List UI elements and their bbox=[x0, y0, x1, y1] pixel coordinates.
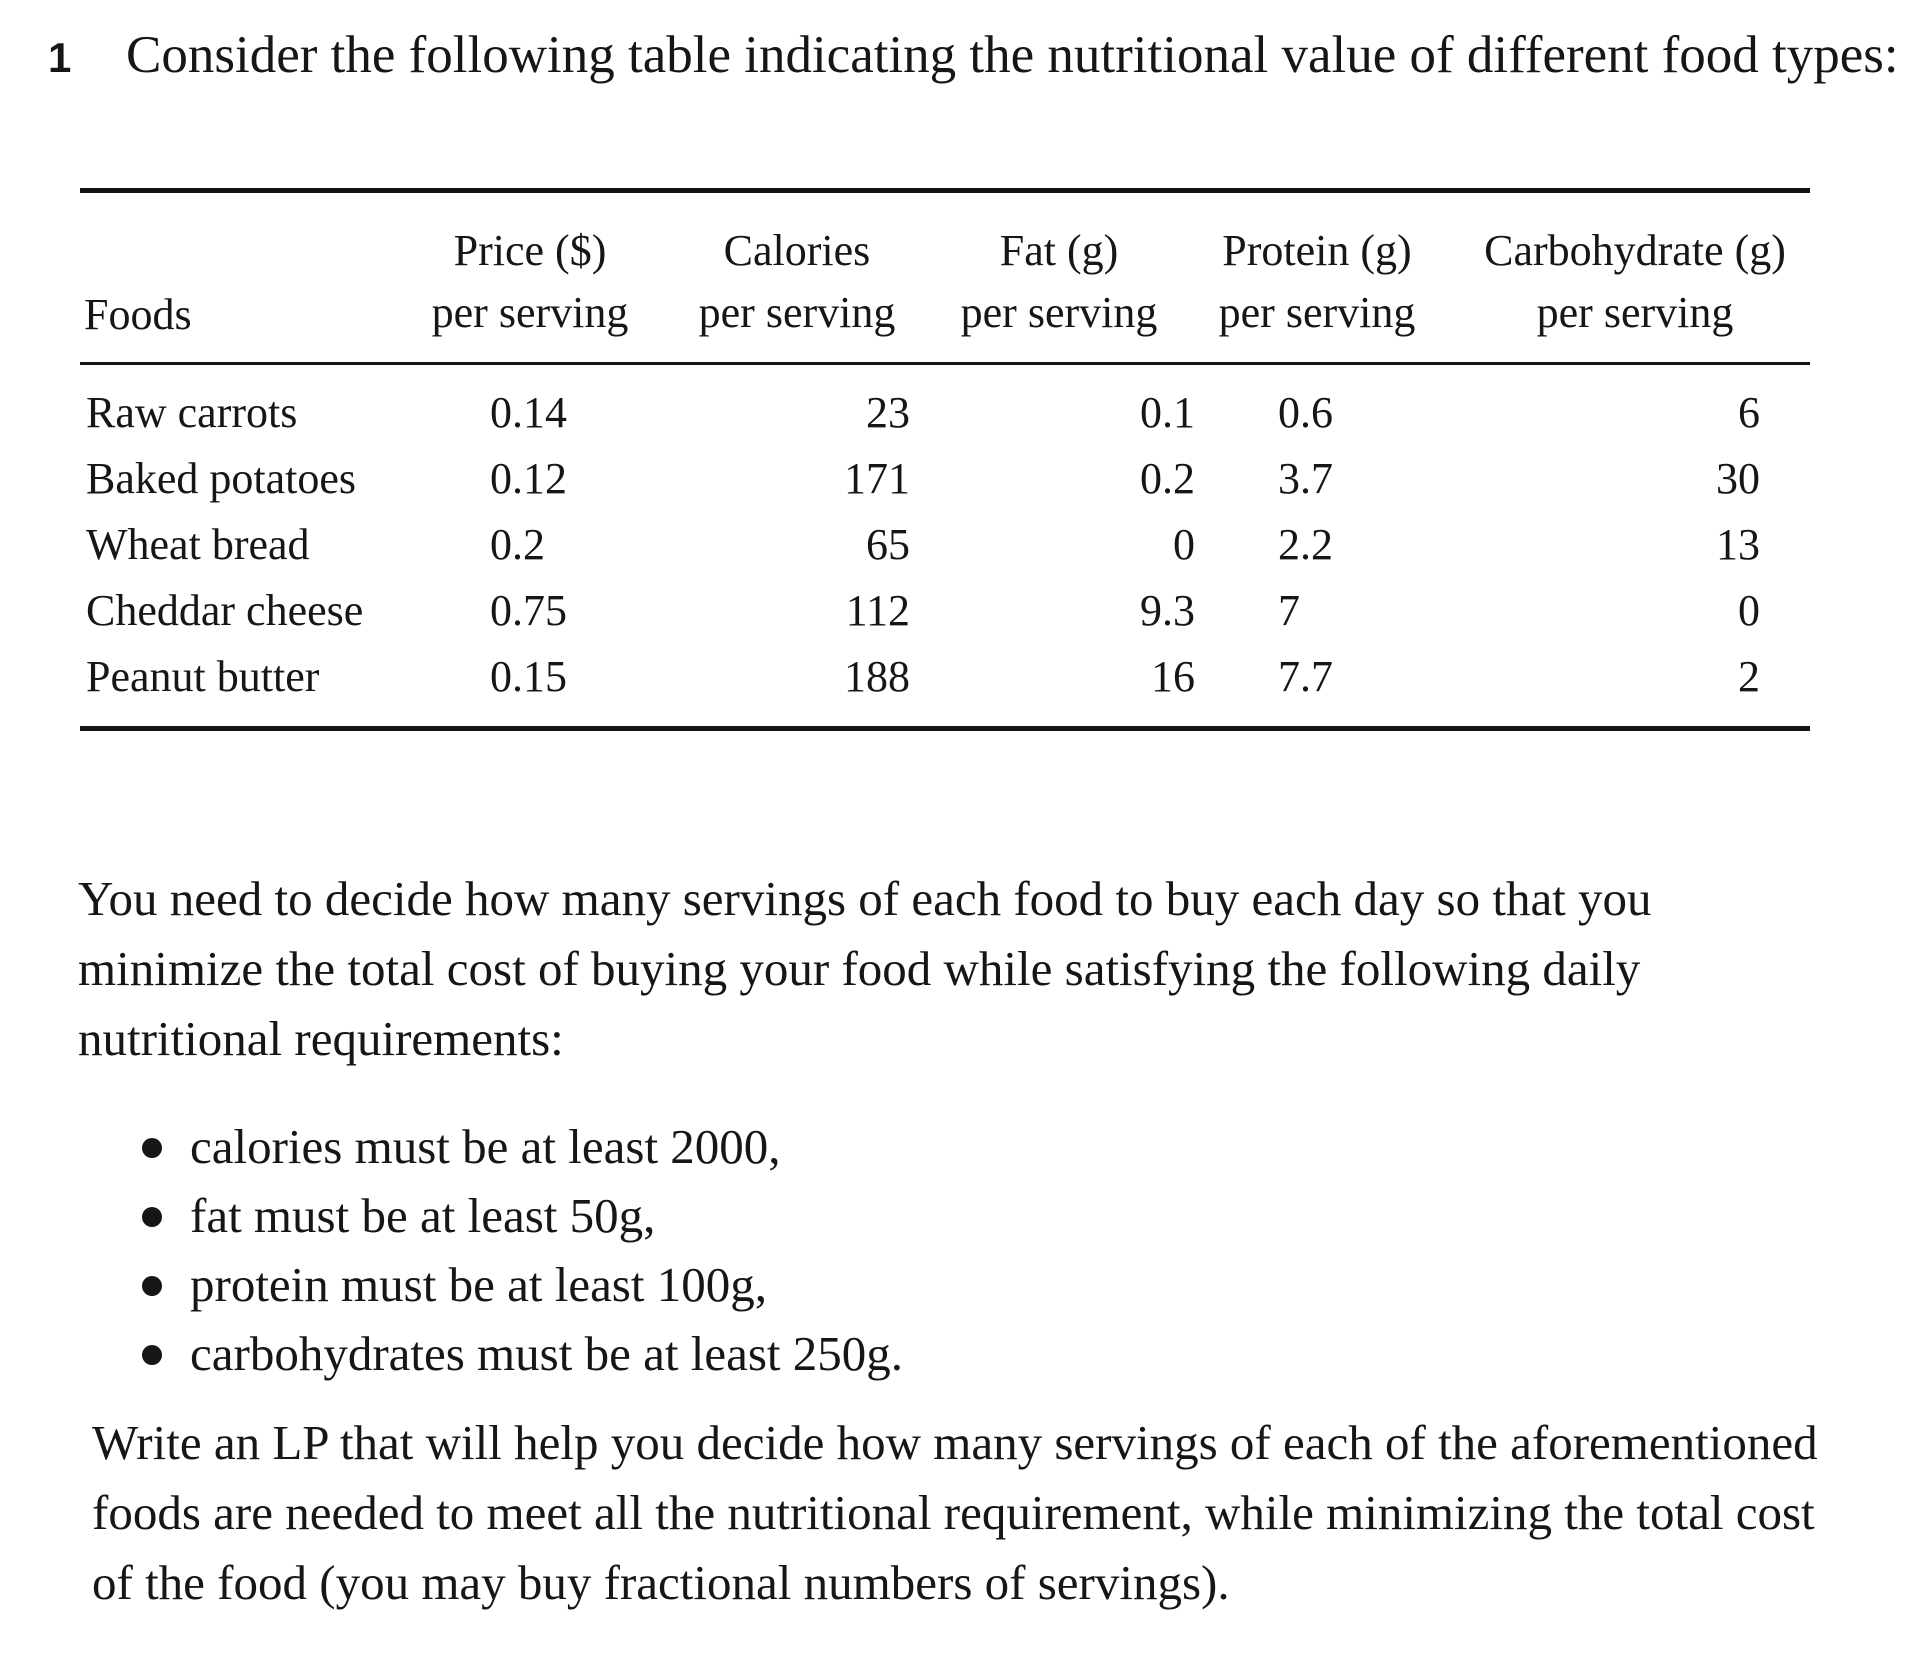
table-header-rule bbox=[80, 362, 1810, 365]
requirement-text: carbohydrates must be at least 250g. bbox=[190, 1326, 904, 1381]
column-header-carbohydrate: Carbohydrate (g) per serving bbox=[1470, 220, 1800, 344]
cell-fat: 9.3 bbox=[1140, 586, 1195, 635]
cell-protein: 7 bbox=[1278, 586, 1300, 635]
column-header-protein-line1: Protein (g) bbox=[1222, 226, 1412, 275]
list-item: protein must be at least 100g, bbox=[140, 1250, 903, 1319]
cell-calories: 171 bbox=[844, 454, 910, 503]
cell-food: Cheddar cheese bbox=[86, 586, 364, 635]
cell-carbohydrate: 13 bbox=[1716, 520, 1760, 569]
problem-paragraph: You need to decide how many servings of … bbox=[78, 871, 1652, 1066]
cell-carbohydrate: 6 bbox=[1738, 388, 1760, 437]
bullet-icon bbox=[142, 1138, 162, 1158]
column-header-fat: Fat (g) per serving bbox=[954, 220, 1164, 344]
cell-fat: 0.2 bbox=[1140, 454, 1195, 503]
cell-food: Baked potatoes bbox=[86, 454, 357, 503]
cell-price: 0.2 bbox=[490, 520, 545, 569]
table-top-rule bbox=[80, 188, 1810, 193]
cell-calories: 23 bbox=[866, 388, 910, 437]
column-header-price: Price ($) per serving bbox=[425, 220, 635, 344]
cell-price: 0.75 bbox=[490, 586, 567, 635]
cell-price: 0.12 bbox=[490, 454, 567, 503]
table-row: Raw carrots 0.14 23 0.1 0.6 6 bbox=[80, 380, 1810, 446]
table-row: Baked potatoes 0.12 171 0.2 3.7 30 bbox=[80, 446, 1810, 512]
cell-calories: 188 bbox=[844, 652, 910, 701]
bullet-icon bbox=[142, 1207, 162, 1227]
cell-food: Peanut butter bbox=[86, 652, 320, 701]
cell-protein: 2.2 bbox=[1278, 520, 1333, 569]
cell-carbohydrate: 30 bbox=[1716, 454, 1760, 503]
cell-food: Raw carrots bbox=[86, 388, 298, 437]
list-item: calories must be at least 2000, bbox=[140, 1112, 903, 1181]
question-intro: Consider the following table indicating … bbox=[126, 26, 1899, 84]
cell-price: 0.14 bbox=[490, 388, 567, 437]
bullet-icon bbox=[142, 1276, 162, 1296]
cell-protein: 7.7 bbox=[1278, 652, 1333, 701]
task-paragraph: Write an LP that will help you decide ho… bbox=[92, 1415, 1818, 1610]
table-bottom-rule bbox=[80, 726, 1810, 731]
column-header-protein: Protein (g) per serving bbox=[1212, 220, 1422, 344]
list-item: carbohydrates must be at least 250g. bbox=[140, 1319, 903, 1388]
column-header-calories-line2: per serving bbox=[698, 288, 896, 337]
column-header-carbohydrate-line1: Carbohydrate (g) bbox=[1484, 226, 1786, 275]
requirement-text: protein must be at least 100g, bbox=[190, 1257, 767, 1312]
bullet-icon bbox=[142, 1345, 162, 1365]
cell-fat: 16 bbox=[1151, 652, 1195, 701]
list-item: fat must be at least 50g, bbox=[140, 1181, 903, 1250]
column-header-calories: Calories per serving bbox=[692, 220, 902, 344]
column-header-price-line2: per serving bbox=[431, 288, 629, 337]
cell-protein: 0.6 bbox=[1278, 388, 1333, 437]
column-header-price-line1: Price ($) bbox=[453, 226, 607, 275]
column-header-fat-line2: per serving bbox=[960, 288, 1158, 337]
cell-calories: 65 bbox=[866, 520, 910, 569]
table-row: Peanut butter 0.15 188 16 7.7 2 bbox=[80, 644, 1810, 710]
cell-protein: 3.7 bbox=[1278, 454, 1333, 503]
table-row: Cheddar cheese 0.75 112 9.3 7 0 bbox=[80, 578, 1810, 644]
column-header-foods: Foods bbox=[84, 290, 192, 339]
requirement-text: fat must be at least 50g, bbox=[190, 1188, 656, 1243]
requirements-list: calories must be at least 2000, fat must… bbox=[140, 1112, 903, 1388]
column-header-protein-line2: per serving bbox=[1218, 288, 1416, 337]
cell-price: 0.15 bbox=[490, 652, 567, 701]
cell-carbohydrate: 0 bbox=[1738, 586, 1760, 635]
column-header-calories-line1: Calories bbox=[723, 226, 871, 275]
cell-calories: 112 bbox=[845, 586, 910, 635]
cell-fat: 0 bbox=[1173, 520, 1195, 569]
cell-carbohydrate: 2 bbox=[1738, 652, 1760, 701]
table-row: Wheat bread 0.2 65 0 2.2 13 bbox=[80, 512, 1810, 578]
cell-food: Wheat bread bbox=[86, 520, 310, 569]
column-header-fat-line1: Fat (g) bbox=[999, 226, 1119, 275]
requirement-text: calories must be at least 2000, bbox=[190, 1119, 781, 1174]
column-header-carbohydrate-line2: per serving bbox=[1536, 288, 1734, 337]
question-number: 1 bbox=[48, 34, 72, 81]
question-heading: 1 Consider the following table indicating… bbox=[48, 22, 1899, 91]
cell-fat: 0.1 bbox=[1140, 388, 1195, 437]
